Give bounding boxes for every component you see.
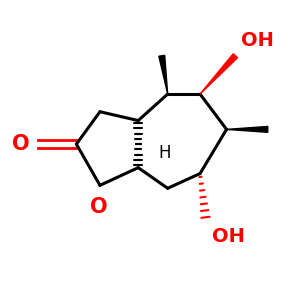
Text: OH: OH <box>212 226 245 246</box>
Text: OH: OH <box>241 31 274 50</box>
Polygon shape <box>200 54 238 94</box>
Text: H: H <box>158 144 171 162</box>
Text: O: O <box>12 134 29 154</box>
Polygon shape <box>159 55 168 94</box>
Text: O: O <box>90 197 107 217</box>
Polygon shape <box>226 126 268 132</box>
